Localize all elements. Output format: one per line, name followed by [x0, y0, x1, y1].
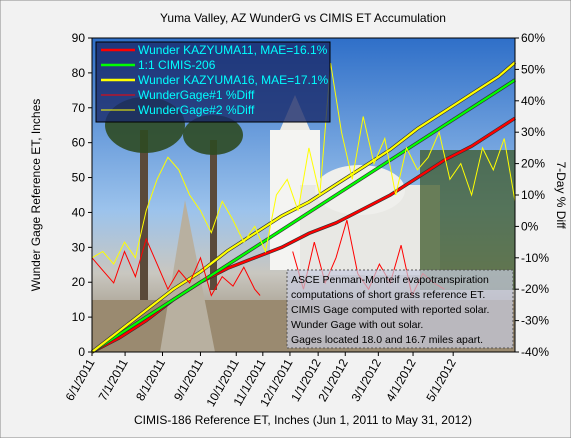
legend-label: WunderGage#1 %Diff [138, 88, 255, 102]
annotation-line: Wunder Gage with out solar. [291, 319, 423, 331]
y-tick-label: 90 [72, 31, 86, 45]
y2-tick-label: -20% [521, 282, 549, 296]
y-tick-label: 50 [72, 171, 86, 185]
y2-tick-label: -10% [521, 251, 549, 265]
annotation: ASCE Penman-Monteif evapotranspiration co… [286, 269, 514, 349]
y-tick-label: 10 [72, 310, 86, 324]
legend-label: WunderGage#2 %Diff [138, 103, 255, 117]
y2-tick-label: 50% [521, 62, 545, 76]
x-axis-title: CIMIS-186 Reference ET, Inches (Jun 1, 2… [134, 413, 472, 427]
series-line [91, 78, 516, 353]
y2-tick-label: 60% [521, 31, 545, 45]
annotation-line: computations of short grass reference ET… [291, 289, 485, 301]
lines [90, 61, 517, 354]
y2-tick-label: -30% [521, 314, 549, 328]
y2-tick-label: 20% [521, 157, 545, 171]
y-tick-label: 20 [72, 275, 86, 289]
y2-tick-label: 30% [521, 125, 545, 139]
legend-label: 1:1 CIMIS-206 [138, 58, 216, 72]
y-tick-label: 0 [78, 345, 85, 359]
y-tick-label: 70 [72, 101, 86, 115]
annotation-line: ASCE Penman-Monteif evapotranspiration [291, 274, 489, 286]
legend-label: Wunder KAZYUMA16, MAE=17.1% [138, 73, 329, 87]
y2-tick-label: 40% [521, 94, 545, 108]
y-tick-label: 30 [72, 240, 86, 254]
grid [88, 37, 519, 356]
y2-tick-label: 0% [521, 219, 539, 233]
y-tick-label: 80 [72, 66, 86, 80]
y2-tick-label: 10% [521, 188, 545, 202]
y-axis-title: Wunder Gage Reference ET, Inches [29, 99, 43, 292]
annotation-line: Gages located 18.0 and 16.7 miles apart. [291, 334, 483, 346]
legend-box [95, 41, 331, 123]
chart-title: Yuma Valley, AZ WunderG vs CIMIS ET Accu… [160, 11, 446, 25]
y-tick-label: 40 [72, 205, 86, 219]
series-line [91, 63, 516, 265]
y2-tick-label: -40% [521, 345, 549, 359]
annotation-line: CIMIS Gage computed with reported solar. [291, 304, 489, 316]
legend: Wunder KAZYUMA11, MAE=16.1%1:1 CIMIS-206… [95, 41, 331, 123]
legend-label: Wunder KAZYUMA11, MAE=16.1% [138, 43, 328, 57]
annotation-box [286, 269, 514, 349]
plot-border [91, 37, 516, 353]
y-tick-label: 60 [72, 136, 86, 150]
series-line [91, 61, 516, 353]
y2-axis-title: 7-Day % Diff [554, 161, 568, 229]
